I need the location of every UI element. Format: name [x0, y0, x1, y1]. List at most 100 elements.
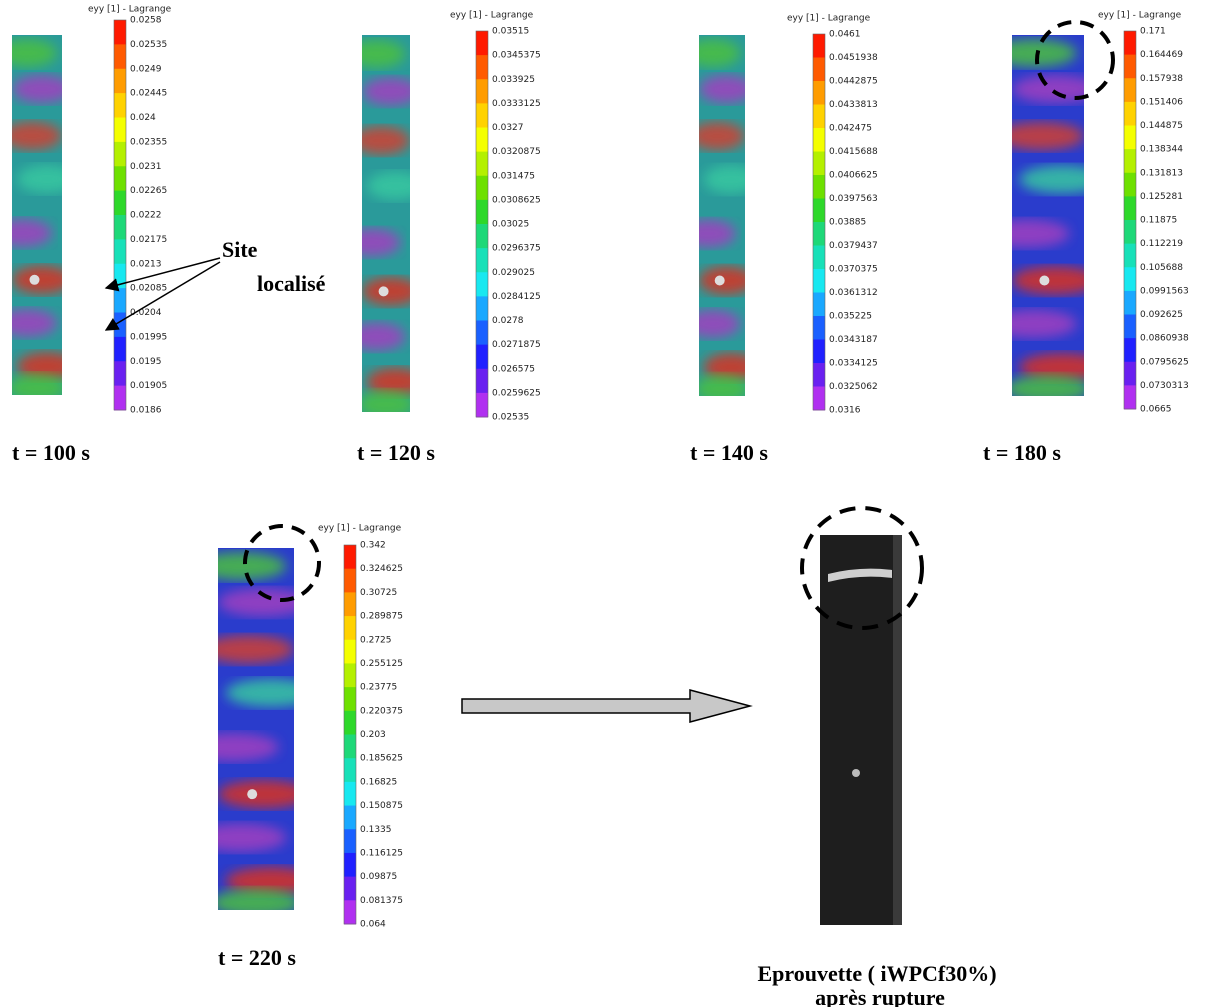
colorbar-label: 0.0284125: [492, 292, 541, 302]
colorbar-segment: [813, 386, 825, 411]
caption: Eprouvette ( iWPCf30%): [757, 961, 996, 986]
colorbar-segment: [813, 151, 825, 176]
colorbar-label: 0.0442875: [829, 77, 878, 87]
colorbar-label: 0.16825: [360, 777, 397, 787]
strain-blob: [17, 165, 62, 193]
colorbar-label: 0.0271875: [492, 340, 541, 350]
dashed-circle: [243, 524, 321, 602]
colorbar-segment: [344, 781, 356, 807]
annotation-text: Site: [222, 237, 258, 262]
colorbar-segment: [1124, 172, 1136, 197]
colorbar-title: eyy [1] - Lagrange: [450, 11, 534, 21]
strain-blob: [362, 390, 410, 412]
strain-blob: [362, 126, 410, 155]
strain-blob: [12, 265, 62, 294]
strain-blob: [1012, 266, 1084, 295]
specimen-edge: [893, 535, 902, 925]
colorbar-label: 0.042475: [829, 124, 872, 134]
colorbar-segment: [476, 392, 488, 418]
arrow: [104, 261, 221, 331]
strain-blob: [12, 373, 62, 395]
colorbar-segment: [114, 117, 126, 143]
colorbar-segment: [1124, 78, 1136, 103]
colorbar-label: 0.131813: [1140, 168, 1183, 178]
colorbar-segment: [476, 151, 488, 177]
strain-blob: [703, 353, 745, 382]
strain-blob: [12, 309, 57, 337]
colorbar-segment: [344, 805, 356, 830]
colorbar-segment: [114, 215, 126, 240]
colorbar-segment: [813, 245, 825, 270]
strain-blob: [699, 309, 741, 338]
strain-blob: [362, 277, 410, 306]
colorbar-segment: [344, 852, 356, 878]
colorbar-label: 0.150875: [360, 801, 403, 811]
colorbar-label: 0.0258: [130, 16, 162, 26]
arrow: [104, 257, 221, 292]
strain-blob: [1012, 122, 1084, 151]
colorbar-label: 0.0379437: [829, 241, 878, 251]
colorbar-label: 0.033925: [492, 75, 535, 85]
colorbar-frame: [812, 33, 826, 411]
defect: [29, 274, 40, 285]
colorbar-title: eyy [1] - Lagrange: [787, 14, 871, 24]
colorbar-segment: [476, 31, 488, 56]
colorbar-segment: [813, 292, 825, 317]
colorbar-label: 0.0308625: [492, 195, 541, 205]
strain-blob: [1012, 219, 1070, 248]
strain-blob: [699, 374, 745, 396]
colorbar-label: 0.0186: [130, 406, 162, 416]
colorbar-label: 0.09875: [360, 872, 397, 882]
colorbar-label: 0.0451938: [829, 53, 878, 63]
strain-blob: [1012, 309, 1077, 338]
time-label: t = 220 s: [218, 945, 296, 970]
colorbar-segment: [813, 34, 825, 58]
strain-blob: [218, 733, 279, 762]
colorbar-label: 0.0259625: [492, 388, 541, 398]
colorbar-segment: [114, 68, 126, 94]
colorbar-segment: [1124, 361, 1136, 386]
colorbar-segment: [813, 104, 825, 129]
colorbar-label: 0.035225: [829, 312, 872, 322]
colorbar-segment: [813, 363, 825, 387]
colorbar-segment: [114, 385, 126, 411]
time-label: t = 180 s: [983, 440, 1061, 465]
colorbar-segment: [344, 568, 356, 593]
colorbar-label: 0.029025: [492, 268, 535, 278]
colorbar-segment: [114, 166, 126, 192]
colorbar-segment: [344, 829, 356, 854]
strain-blob: [362, 228, 401, 257]
colorbar-segment: [476, 344, 488, 370]
colorbar-segment: [344, 758, 356, 783]
colorbar-label: 0.151406: [1140, 97, 1183, 107]
colorbar-segment: [344, 710, 356, 735]
time-label: t = 100 s: [12, 440, 90, 465]
colorbar-segment: [1124, 149, 1136, 174]
colorbar-label: 0.031475: [492, 171, 535, 181]
strain-blob: [366, 171, 410, 200]
strain-blob: [362, 322, 406, 351]
colorbar-label: 0.0249: [130, 64, 162, 74]
colorbar-label: 0.116125: [360, 848, 403, 858]
strain-blob: [699, 219, 736, 248]
strain-blob: [17, 352, 62, 381]
strain-blob: [218, 823, 287, 852]
colorbar-label: 0.112219: [1140, 239, 1183, 249]
colorbar-segment: [476, 103, 488, 128]
colorbar-label: 0.171: [1140, 27, 1166, 37]
colorbar-label: 0.092625: [1140, 310, 1183, 320]
colorbar-frame: [343, 544, 357, 925]
colorbar-label: 0.105688: [1140, 263, 1183, 273]
colorbar-segment: [1124, 31, 1136, 56]
strain-blob: [218, 552, 287, 581]
defect: [247, 789, 258, 800]
colorbar-label: 0.0278: [492, 316, 524, 326]
colorbar-label: 0.342: [360, 541, 386, 551]
colorbar-label: 0.0296375: [492, 244, 541, 254]
panel: eyy [1] - Lagrange 0.342 0.324625 0.30725 0.…: [218, 524, 403, 970]
colorbar-segment: [813, 175, 825, 199]
time-label: t = 120 s: [357, 440, 435, 465]
time-label: t = 140 s: [690, 440, 768, 465]
strain-blob: [12, 75, 62, 103]
